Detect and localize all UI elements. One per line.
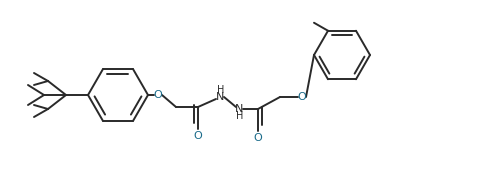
Text: H: H: [236, 111, 244, 121]
Text: O: O: [298, 92, 306, 102]
Text: N: N: [216, 92, 224, 102]
Text: O: O: [193, 131, 202, 141]
Text: N: N: [235, 104, 243, 114]
Text: O: O: [254, 133, 262, 143]
Text: O: O: [154, 90, 163, 100]
Text: H: H: [218, 85, 225, 95]
